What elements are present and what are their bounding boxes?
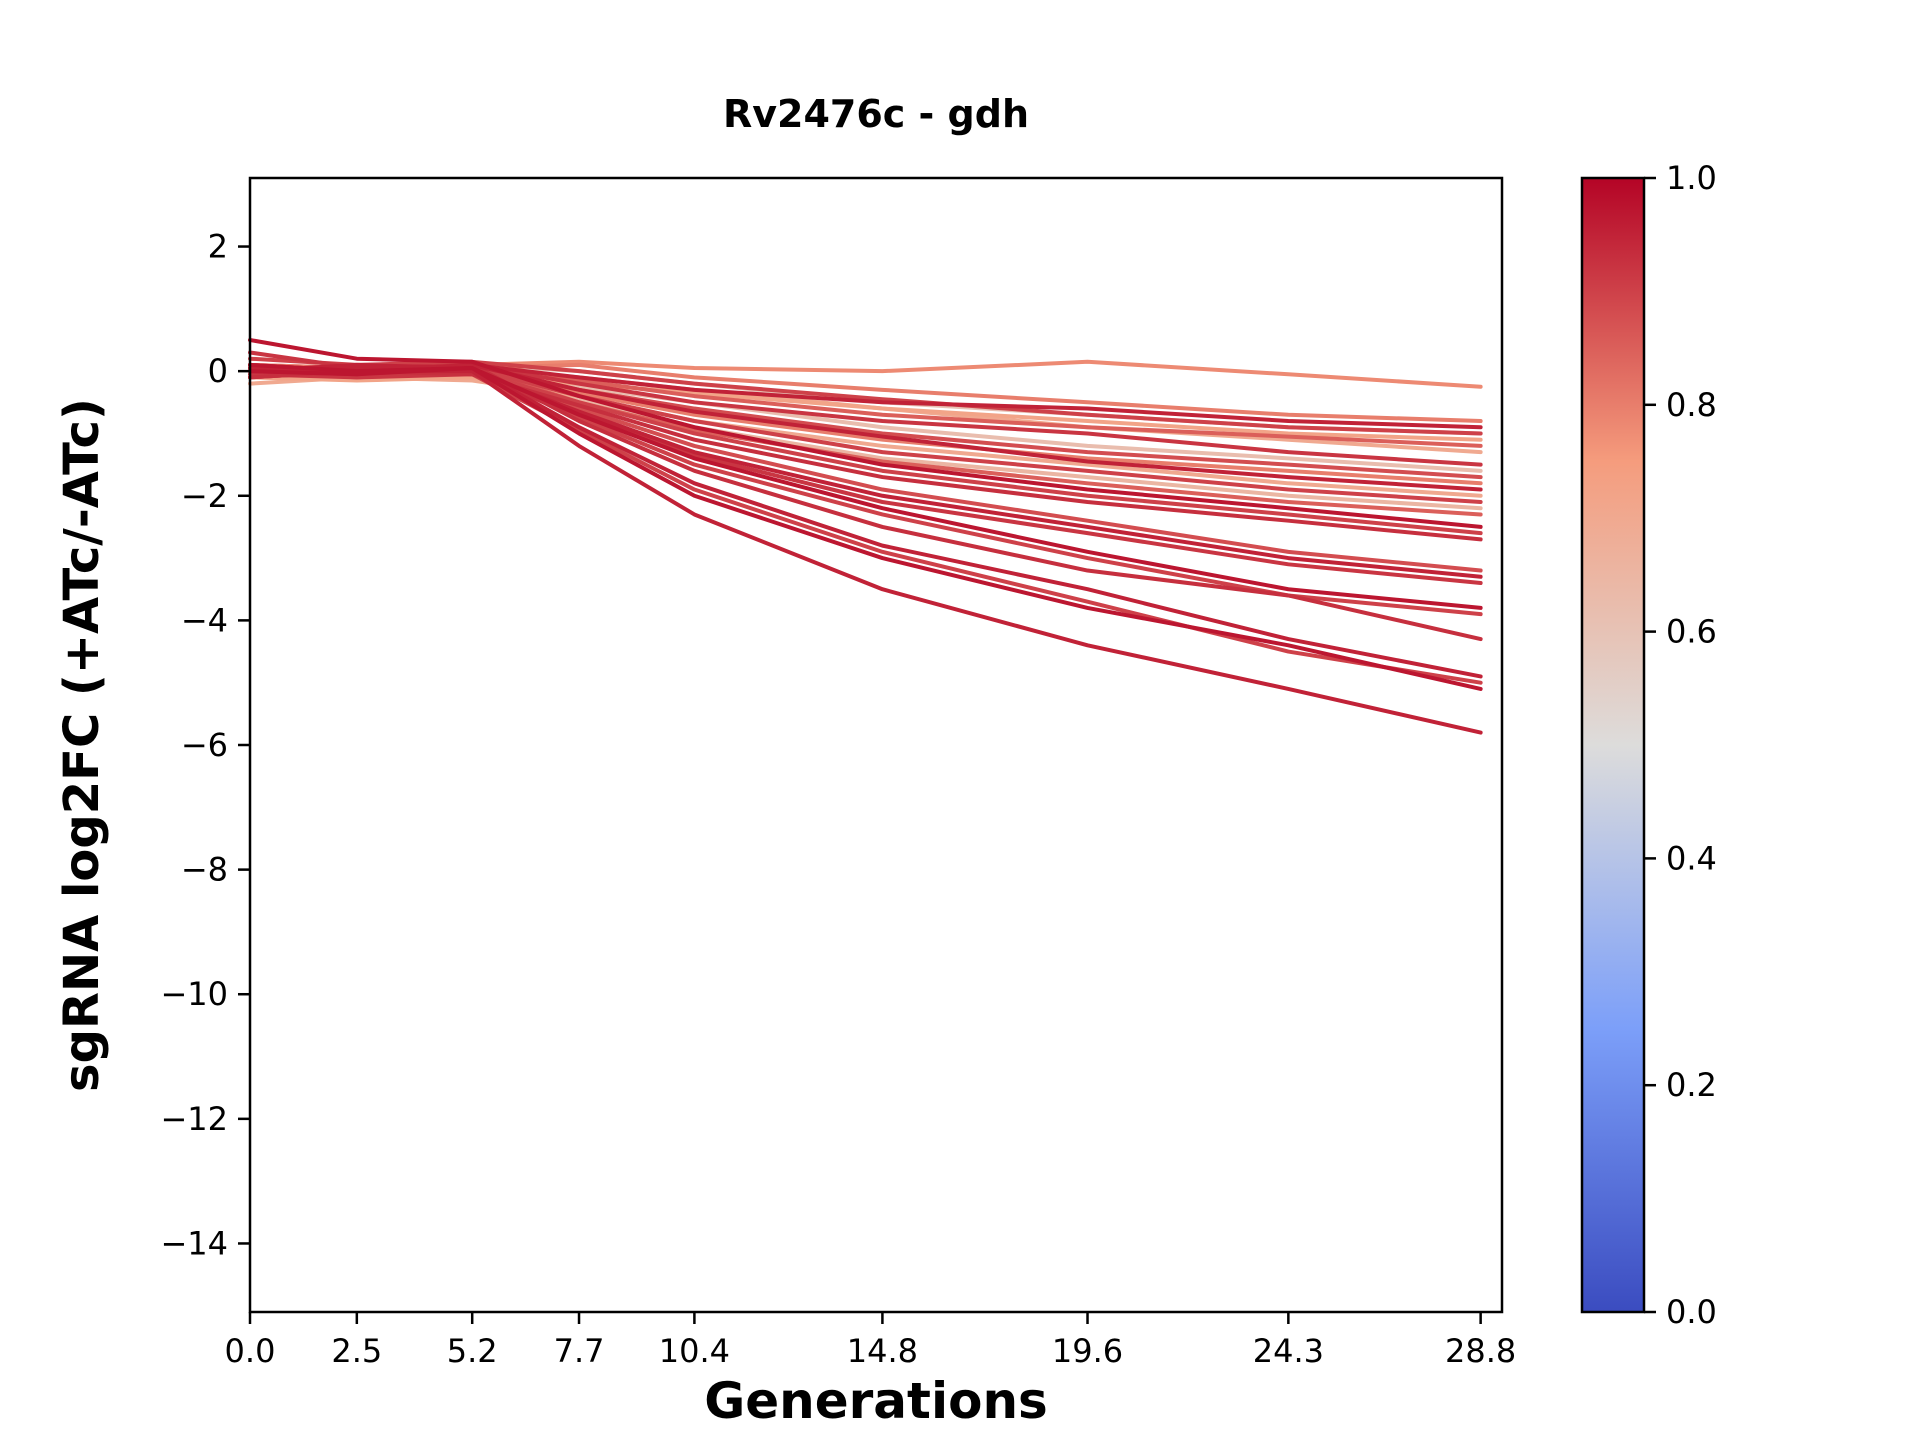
x-tick-label: 14.8 [847,1332,918,1370]
colorbar-tick-label: 0.4 [1666,839,1717,877]
y-tick-label: −6 [181,726,228,764]
y-tick-label: 0 [208,352,228,390]
x-tick-label: 24.3 [1253,1332,1324,1370]
x-tick-label: 0.0 [225,1332,276,1370]
plot-line [248,338,1483,529]
plot-line [248,366,1483,691]
x-tick-label: 28.8 [1445,1332,1516,1370]
y-tick-label: −2 [181,477,228,515]
colorbar-tick-label: 1.0 [1666,159,1717,197]
colorbar-tick-label: 0.6 [1666,613,1717,651]
plot-line [248,372,1483,585]
x-tick-label: 5.2 [447,1332,498,1370]
plot-line [248,356,1483,436]
axes-spine [248,176,1504,1314]
plot-line [248,375,1483,442]
colorbar-outline [1580,176,1646,1314]
y-tick-label: −10 [160,975,228,1013]
y-tick-label: −8 [181,851,228,889]
x-axis-label: Generations [704,1372,1048,1430]
x-tick-label: 19.6 [1052,1332,1123,1370]
y-tick-label: −4 [181,601,228,639]
y-tick-label: −12 [160,1100,228,1138]
plot-line [248,362,1483,610]
colorbar-tick-label: 0.2 [1666,1066,1717,1104]
colorbar-tick-label: 0.8 [1666,386,1717,424]
x-tick-label: 10.4 [659,1332,730,1370]
y-tick-label: 2 [208,228,228,266]
colorbar [1582,178,1644,1312]
y-tick-label: −14 [160,1224,228,1262]
plot-line [248,362,1483,679]
x-tick-label: 7.7 [554,1332,605,1370]
x-tick-label: 2.5 [331,1332,382,1370]
colorbar-tick-label: 0.0 [1666,1293,1717,1331]
chart-title: Rv2476c - gdh [722,92,1030,136]
